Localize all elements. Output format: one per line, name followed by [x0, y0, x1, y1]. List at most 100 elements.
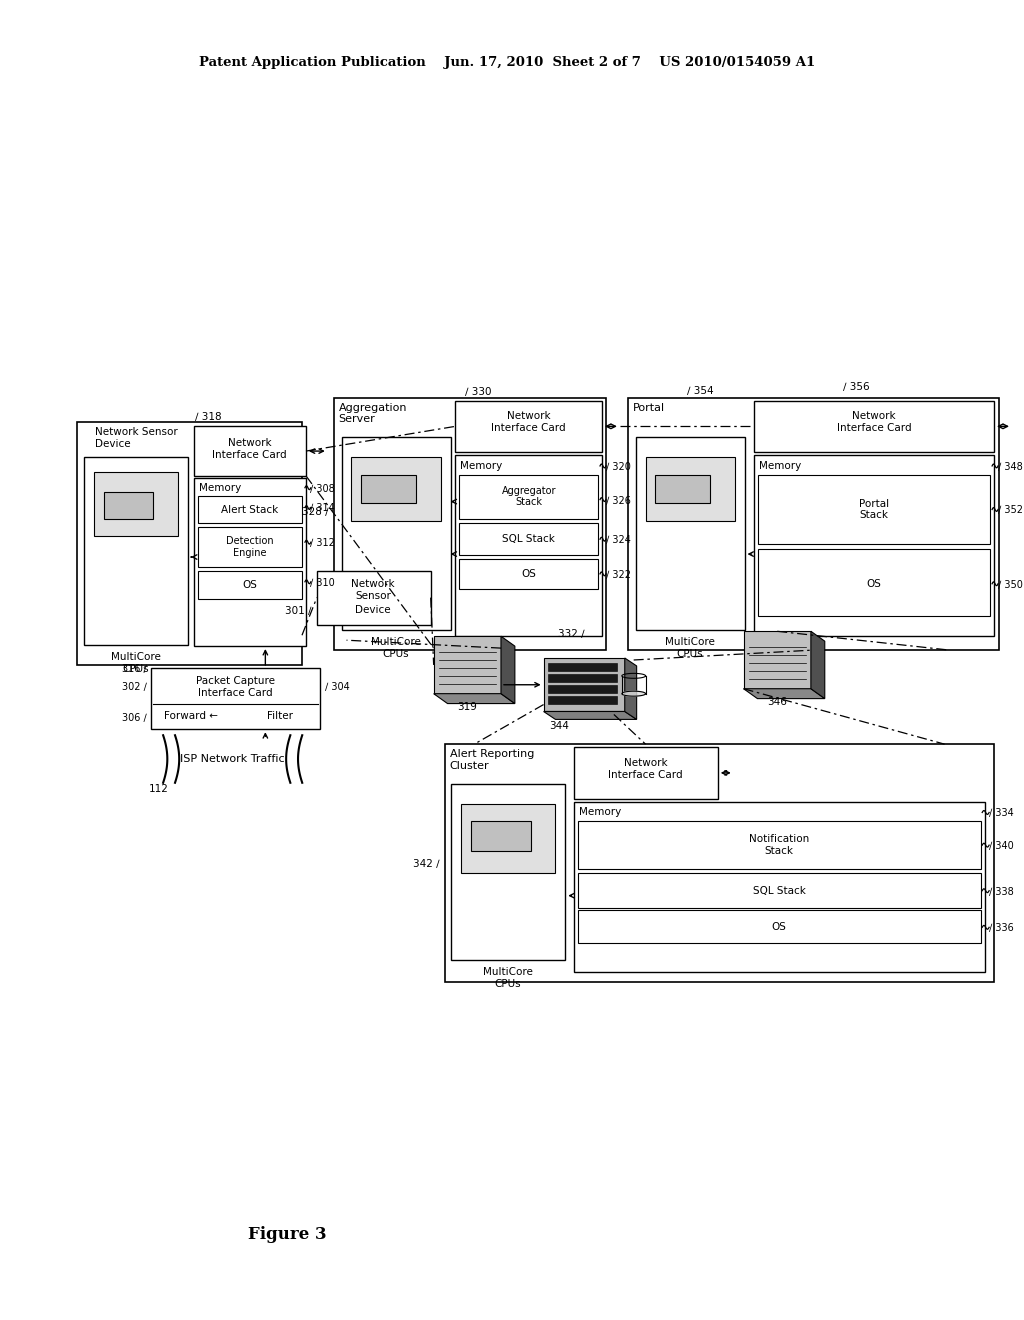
Text: SQL Stack: SQL Stack	[503, 535, 555, 544]
Text: 306 ∕: 306 ∕	[122, 713, 146, 722]
Text: Aggregation: Aggregation	[339, 403, 408, 413]
Bar	[471, 821, 530, 851]
Polygon shape	[544, 711, 637, 719]
Bar	[456, 400, 602, 451]
Text: ∕ 356: ∕ 356	[843, 380, 869, 391]
Text: Packet Capture: Packet Capture	[197, 676, 275, 686]
Text: Memory: Memory	[461, 461, 503, 471]
Text: ∕ 350: ∕ 350	[998, 578, 1023, 589]
Text: Portal
Stack: Portal Stack	[859, 499, 889, 520]
Text: Memory: Memory	[199, 483, 242, 492]
Text: ∕ 320: ∕ 320	[606, 461, 631, 471]
Polygon shape	[434, 694, 515, 704]
Text: ∕ 314: ∕ 314	[310, 503, 335, 512]
Text: ∕ 352: ∕ 352	[998, 504, 1023, 515]
Text: Cluster: Cluster	[450, 760, 489, 771]
Text: Figure 3: Figure 3	[248, 1226, 327, 1242]
Text: Memory: Memory	[580, 808, 622, 817]
Bar	[198, 527, 302, 566]
Text: Forward ←: Forward ←	[164, 711, 218, 722]
Bar	[574, 747, 718, 799]
Text: ISP Network Traffic: ISP Network Traffic	[180, 754, 285, 764]
Text: Network: Network	[351, 578, 395, 589]
Bar	[755, 455, 994, 636]
Polygon shape	[743, 689, 824, 698]
Polygon shape	[743, 631, 811, 689]
Text: Memory: Memory	[760, 461, 802, 471]
Text: 319: 319	[458, 701, 477, 711]
Text: 344: 344	[550, 721, 569, 731]
Bar	[152, 668, 319, 730]
Text: CPUs: CPUs	[495, 978, 521, 989]
Text: SQL Stack: SQL Stack	[753, 886, 806, 896]
Text: OS: OS	[867, 578, 882, 589]
Text: 346: 346	[767, 697, 787, 706]
Bar	[104, 491, 154, 519]
Polygon shape	[501, 636, 515, 704]
Bar	[579, 821, 981, 869]
Bar	[628, 397, 999, 649]
Text: CPUs: CPUs	[383, 649, 410, 659]
Bar	[460, 558, 598, 589]
Text: Interface Card: Interface Card	[199, 688, 273, 698]
Text: Network: Network	[624, 758, 668, 768]
Text: MultiCore: MultiCore	[483, 966, 532, 977]
Bar	[198, 495, 302, 523]
Bar	[548, 685, 616, 693]
Text: MultiCore: MultiCore	[666, 638, 715, 647]
Bar	[361, 475, 416, 503]
Text: Device: Device	[95, 440, 131, 449]
Text: 112: 112	[148, 784, 168, 793]
Text: Network Sensor: Network Sensor	[95, 428, 178, 437]
Bar	[460, 475, 598, 519]
Text: ∕ 340: ∕ 340	[989, 840, 1014, 850]
Bar	[548, 663, 616, 671]
Text: Interface Card: Interface Card	[492, 424, 566, 433]
Text: Network: Network	[852, 412, 896, 421]
Text: 332 ∕: 332 ∕	[557, 628, 584, 639]
Text: CPUs: CPUs	[122, 664, 148, 675]
Text: 342 ∕: 342 ∕	[413, 858, 439, 869]
Bar	[316, 570, 431, 626]
Bar	[452, 784, 565, 960]
Bar	[198, 570, 302, 598]
Bar	[636, 437, 744, 630]
Text: ∕ 322: ∕ 322	[606, 569, 631, 579]
Text: Device: Device	[355, 606, 391, 615]
Text: ∕ 324: ∕ 324	[606, 535, 631, 544]
Text: ∕ 318: ∕ 318	[195, 412, 221, 421]
Bar	[548, 675, 616, 682]
Text: CPUs: CPUs	[677, 649, 703, 659]
Bar	[94, 471, 178, 536]
Bar	[579, 873, 981, 908]
Polygon shape	[544, 657, 625, 711]
Text: ∕ 330: ∕ 330	[465, 385, 492, 396]
Text: Portal: Portal	[633, 403, 665, 413]
Text: 328 ∕: 328 ∕	[302, 507, 329, 516]
Bar	[84, 457, 188, 645]
Text: ∕ 354: ∕ 354	[687, 384, 714, 395]
Polygon shape	[625, 657, 637, 719]
Bar	[460, 523, 598, 554]
Text: 316 ∕: 316 ∕	[122, 663, 146, 673]
Text: ∕ 336: ∕ 336	[989, 923, 1014, 932]
Text: Detection
Engine: Detection Engine	[225, 536, 273, 558]
Text: Aggregator
Stack: Aggregator Stack	[502, 486, 556, 507]
Text: ∕ 310: ∕ 310	[310, 577, 335, 587]
Bar	[655, 475, 710, 503]
Text: ∕ 312: ∕ 312	[310, 537, 335, 548]
Text: OS: OS	[772, 923, 786, 932]
Text: MultiCore: MultiCore	[371, 638, 421, 647]
Text: ∕ 338: ∕ 338	[989, 886, 1014, 896]
Bar	[334, 397, 606, 649]
Text: Alert Reporting: Alert Reporting	[450, 748, 534, 759]
Text: Filter: Filter	[267, 711, 293, 722]
Text: Alert Stack: Alert Stack	[221, 504, 279, 515]
Text: Network: Network	[227, 438, 271, 449]
Bar	[342, 437, 451, 630]
Text: 301 ∕: 301 ∕	[286, 606, 312, 615]
Bar	[548, 696, 616, 704]
Text: ∕ 326: ∕ 326	[606, 495, 631, 504]
Text: Interface Card: Interface Card	[837, 424, 911, 433]
Bar	[195, 478, 306, 645]
